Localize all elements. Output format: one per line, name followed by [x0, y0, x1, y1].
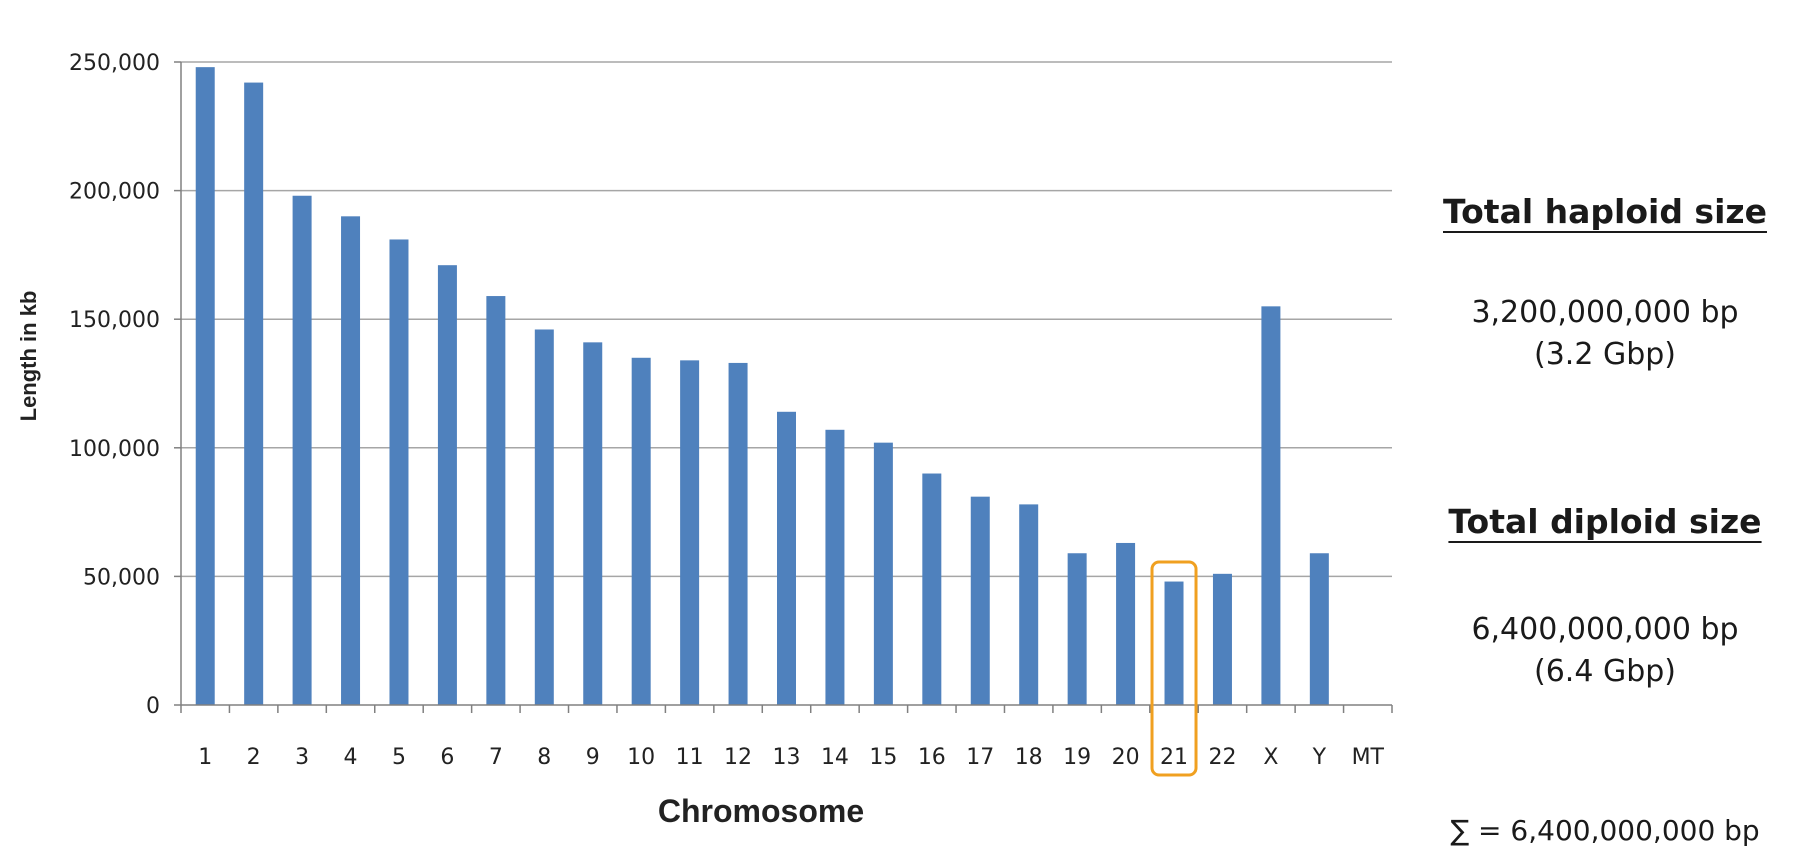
x-tick-label: 16	[918, 745, 946, 770]
bar-chr-15	[873, 442, 893, 705]
x-tick-label: 2	[247, 745, 261, 770]
x-tick-label: 14	[821, 745, 849, 770]
y-axis-title: Length in kb	[16, 291, 41, 422]
x-tick-label: 11	[676, 745, 704, 770]
x-tick-label: 21	[1160, 745, 1188, 770]
x-tick-label: MT	[1352, 745, 1385, 770]
diploid-heading: Total diploid size	[1448, 502, 1762, 541]
x-axis-title: Chromosome	[658, 793, 864, 829]
bar-chr-20	[1116, 542, 1136, 705]
bar-chr-7	[486, 296, 506, 705]
bar-chr-11	[680, 360, 700, 705]
x-tick-label: 4	[344, 745, 358, 770]
bar-chr-22	[1212, 573, 1232, 705]
haploid-short: (3.2 Gbp)	[1534, 337, 1676, 372]
x-tick-label: 19	[1063, 745, 1091, 770]
bar-chr-4	[341, 216, 361, 705]
bar-chr-y	[1309, 553, 1329, 705]
bar-chr-13	[777, 411, 796, 705]
sum-line: ∑ = 6,400,000,000 bp	[1450, 814, 1760, 847]
bar-chr-5	[389, 239, 409, 705]
highlight-box-group	[1150, 560, 1198, 777]
bar-chr-17	[970, 496, 990, 705]
bar-chr-x	[1261, 306, 1281, 705]
diploid-short: (6.4 Gbp)	[1534, 654, 1676, 689]
x-tick-label: 13	[773, 745, 801, 770]
bar-chr-21	[1164, 581, 1184, 705]
y-tick-label: 150,000	[69, 308, 160, 333]
x-tick-labels: 1 2 3 4 5 6 7 8 9 10 11 12 13 14 15 16 17 18 19 20 21 22 X Y MT	[198, 745, 1384, 770]
haploid-value: 3,200,000,000 bp	[1471, 295, 1739, 330]
axes	[174, 61, 1393, 713]
x-tick-label: 20	[1112, 745, 1140, 770]
y-tick-label: 250,000	[69, 51, 160, 76]
x-tick-label: 6	[440, 745, 454, 770]
x-tick-label: 3	[295, 745, 309, 770]
bar-chr-19	[1067, 553, 1087, 705]
bar-chr-1	[195, 67, 215, 706]
bar-chr-16	[922, 473, 942, 705]
y-tick-label: 100,000	[69, 437, 160, 462]
x-tick-label: 22	[1208, 745, 1236, 770]
bar-chr-8	[534, 329, 554, 705]
bar-chr-14	[825, 429, 845, 705]
y-tick-label: 200,000	[69, 180, 160, 205]
bars	[195, 67, 1329, 706]
gridlines	[181, 61, 1392, 578]
y-tick-label: 50,000	[83, 565, 160, 590]
haploid-heading: Total haploid size	[1443, 192, 1767, 231]
x-tick-label: 18	[1015, 745, 1043, 770]
x-tick-label: 8	[537, 745, 551, 770]
bar-chr-10	[631, 357, 651, 705]
y-tick-labels: 0 50,000 100,000 150,000 200,000 250,000	[69, 51, 160, 719]
bar-chr-12	[728, 362, 748, 705]
bar-chr-18	[1019, 504, 1039, 705]
x-tick-label: 1	[198, 745, 212, 770]
x-tick-label: 9	[586, 745, 600, 770]
x-tick-label: X	[1263, 745, 1278, 770]
x-tick-label: 17	[966, 745, 994, 770]
x-tick-label: 10	[627, 745, 655, 770]
bar-chr-3	[292, 195, 312, 705]
x-tick-label: 7	[489, 745, 503, 770]
y-tick-label: 0	[146, 694, 160, 719]
diploid-value: 6,400,000,000 bp	[1471, 612, 1739, 647]
x-tick-label: 5	[392, 745, 406, 770]
x-tick-label: 15	[869, 745, 897, 770]
bar-chr-2	[244, 82, 264, 706]
x-tick-label: Y	[1312, 745, 1327, 770]
x-tick-label: 12	[724, 745, 752, 770]
bar-chr-9	[583, 342, 603, 705]
bar-chr-6	[437, 265, 457, 705]
highlight-box	[1150, 560, 1198, 777]
